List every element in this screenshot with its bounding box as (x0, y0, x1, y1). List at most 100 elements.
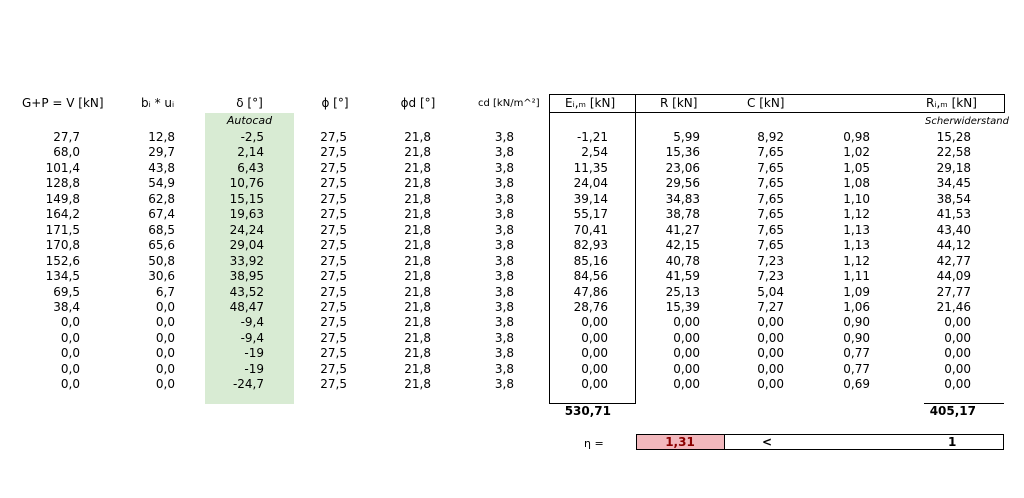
cell-r: 25,13 (665, 285, 700, 299)
cell-c: 7,65 (757, 207, 784, 221)
subheader-scherwiderstand: Scherwiderstand (925, 116, 1009, 127)
cell-phid: 21,8 (404, 161, 431, 175)
cell-cd: 3,8 (494, 269, 514, 283)
header-v: G+P = V [kN] (22, 96, 104, 110)
cell-e: 24,04 (573, 176, 608, 190)
cell-ri: 0,00 (944, 346, 971, 360)
cell-delta: 10,76 (229, 176, 264, 190)
cell-c: 7,23 (757, 269, 784, 283)
cell-f: 0,90 (843, 331, 870, 345)
cell-ri: 0,00 (944, 377, 971, 391)
cell-cd: 3,8 (494, 315, 514, 329)
cell-v: 38,4 (53, 300, 80, 314)
cell-c: 7,65 (757, 161, 784, 175)
cell-phi: 27,5 (320, 300, 347, 314)
eta-label: η = (584, 437, 604, 450)
cell-r: 41,27 (665, 223, 700, 237)
cell-c: 0,00 (757, 362, 784, 376)
cell-e: 84,56 (573, 269, 608, 283)
table-right-border (1004, 94, 1005, 113)
cell-cd: 3,8 (494, 223, 514, 237)
cell-r: 29,56 (665, 176, 700, 190)
cell-cd: 3,8 (494, 285, 514, 299)
cell-f: 1,09 (843, 285, 870, 299)
cell-phi: 27,5 (320, 362, 347, 376)
cell-cd: 3,8 (494, 331, 514, 345)
cell-phi: 27,5 (320, 346, 347, 360)
cell-delta: -9,4 (240, 331, 264, 345)
cell-v: 0,0 (60, 315, 80, 329)
cell-bu: 12,8 (148, 130, 175, 144)
cell-r: 0,00 (673, 346, 700, 360)
cell-e: 0,00 (581, 315, 608, 329)
cell-phi: 27,5 (320, 207, 347, 221)
cell-phi: 27,5 (320, 192, 347, 206)
cell-delta: 2,14 (237, 145, 264, 159)
cell-phid: 21,8 (404, 207, 431, 221)
header-phid: ϕd [°] (400, 96, 436, 110)
cell-f: 0,90 (843, 315, 870, 329)
cell-c: 7,65 (757, 145, 784, 159)
cell-bu: 54,9 (148, 176, 175, 190)
cell-phid: 21,8 (404, 346, 431, 360)
cell-ri: 43,40 (936, 223, 971, 237)
cell-v: 0,0 (60, 377, 80, 391)
cell-c: 7,65 (757, 223, 784, 237)
subheader-autocad: Autocad (226, 114, 273, 127)
cell-phi: 27,5 (320, 315, 347, 329)
cell-e: 2,54 (581, 145, 608, 159)
cell-phi: 27,5 (320, 161, 347, 175)
cell-phi: 27,5 (320, 176, 347, 190)
cell-c: 0,00 (757, 315, 784, 329)
cell-cd: 3,8 (494, 362, 514, 376)
cell-bu: 0,0 (155, 346, 175, 360)
cell-r: 0,00 (673, 331, 700, 345)
header-divider (549, 112, 1004, 113)
cell-e: 0,00 (581, 362, 608, 376)
cell-cd: 3,8 (494, 130, 514, 144)
cell-v: 27,7 (53, 130, 80, 144)
cell-e: 47,86 (573, 285, 608, 299)
cell-delta: -2,5 (240, 130, 264, 144)
cell-ri: 21,46 (936, 300, 971, 314)
cell-delta: 38,95 (229, 269, 264, 283)
cell-ri: 29,18 (936, 161, 971, 175)
cell-bu: 50,8 (148, 254, 175, 268)
cell-bu: 29,7 (148, 145, 175, 159)
cell-cd: 3,8 (494, 207, 514, 221)
cell-cd: 3,8 (494, 192, 514, 206)
header-delta: δ [°] (236, 96, 263, 110)
cell-delta: -24,7 (232, 377, 264, 391)
cell-phid: 21,8 (404, 315, 431, 329)
cell-ri: 42,77 (936, 254, 971, 268)
cell-c: 5,04 (757, 285, 784, 299)
eta-value: 1,31 (665, 435, 695, 449)
cell-r: 41,59 (665, 269, 700, 283)
cell-delta: -9,4 (240, 315, 264, 329)
cell-e: 28,76 (573, 300, 608, 314)
cell-v: 170,8 (45, 238, 80, 252)
cell-v: 149,8 (45, 192, 80, 206)
cell-phid: 21,8 (404, 130, 431, 144)
cell-delta: 15,15 (229, 192, 264, 206)
cell-delta: 48,47 (229, 300, 264, 314)
cell-v: 0,0 (60, 331, 80, 345)
cell-v: 171,5 (45, 223, 80, 237)
total-ri-underline (924, 403, 1004, 404)
cell-bu: 68,5 (148, 223, 175, 237)
cell-bu: 43,8 (148, 161, 175, 175)
eta-box (636, 434, 1004, 450)
cell-c: 0,00 (757, 331, 784, 345)
cell-phid: 21,8 (404, 238, 431, 252)
cell-e: 0,00 (581, 377, 608, 391)
cell-bu: 67,4 (148, 207, 175, 221)
header-e: Eᵢ,ₘ [kN] (565, 96, 616, 110)
header-c: C [kN] (747, 96, 785, 110)
cell-phi: 27,5 (320, 238, 347, 252)
cell-c: 7,23 (757, 254, 784, 268)
cell-v: 128,8 (45, 176, 80, 190)
cell-phid: 21,8 (404, 377, 431, 391)
cell-phi: 27,5 (320, 130, 347, 144)
cell-r: 34,83 (665, 192, 700, 206)
